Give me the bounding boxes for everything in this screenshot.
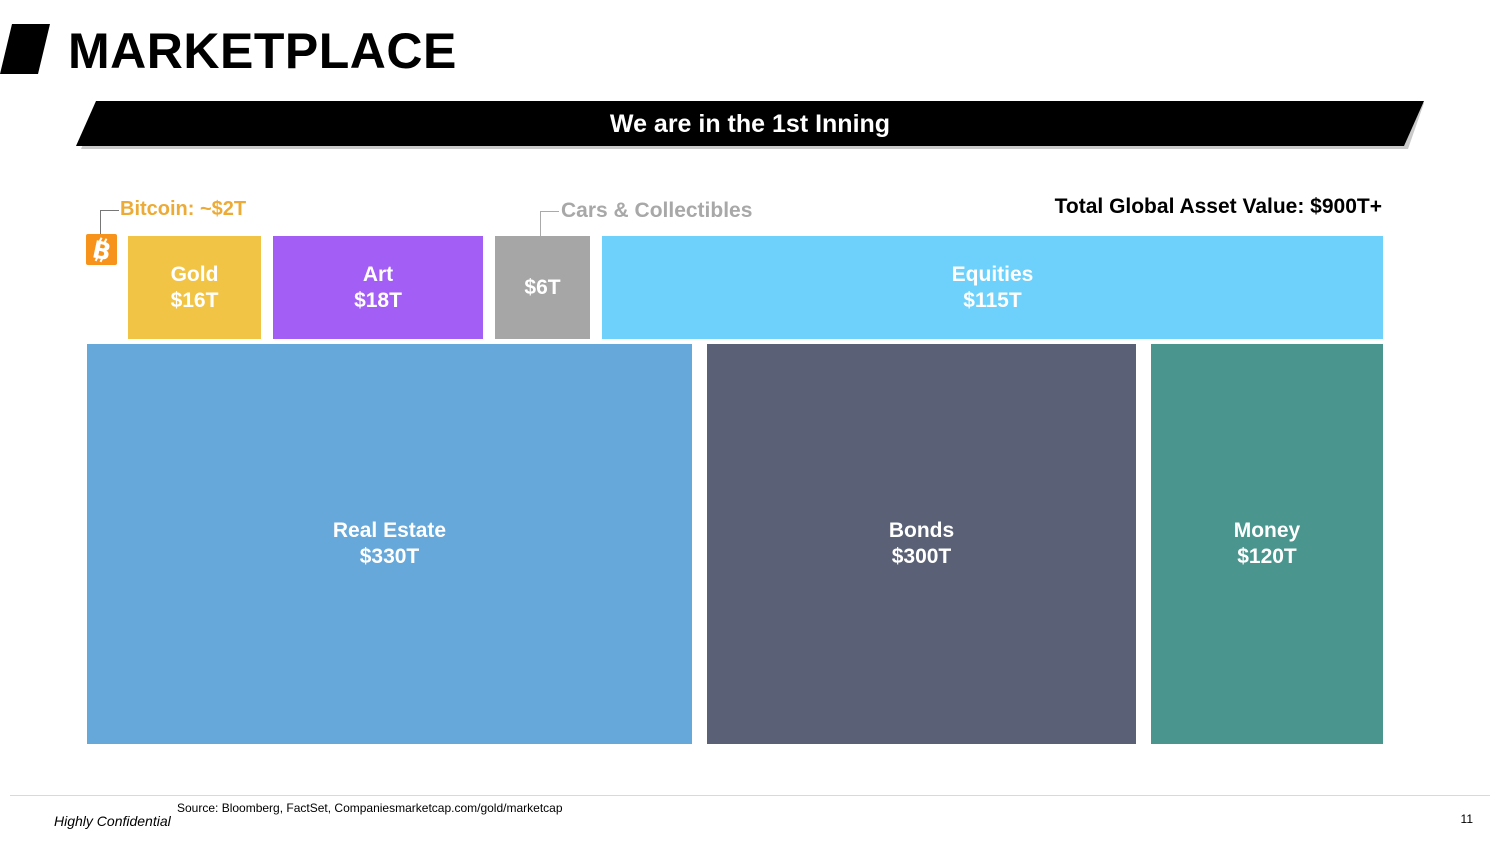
bitcoin-leader-line [100,210,119,235]
treemap-tile-equities: Equities $115T [602,236,1383,339]
banner-shape [76,101,1424,149]
confidential-label: Highly Confidential [54,813,171,829]
tile-value: $120T [1237,545,1297,568]
source-note: Source: Bloomberg, FactSet, Companiesmar… [177,801,563,815]
svg-text:B: B [90,237,114,263]
tile-value: $6T [524,275,561,299]
bitcoin-icon: B [86,234,117,265]
banner-text: We are in the 1st Inning [609,109,891,138]
cars-leader-line [540,211,559,236]
tile-value: $330T [359,545,420,568]
treemap-tile-art: Art $18T [273,236,483,339]
treemap-tile-money: Money $120T [1151,344,1383,744]
banner: We are in the 1st Inning [76,101,1424,149]
tile-label: Gold [170,262,219,286]
total-asset-value-label: Total Global Asset Value: $900T+ [1054,195,1382,218]
tile-label: Art [362,262,394,286]
tile-value: $16T [170,288,219,312]
footer-divider [10,795,1490,796]
title-accent-shape [0,24,50,74]
treemap-tile-bonds: Bonds $300T [707,344,1136,744]
treemap-tile-cars-collectibles: $6T [495,236,590,339]
tile-value: $115T [963,288,1022,312]
tile-label: Bonds [888,519,955,542]
tile-label: Real Estate [332,519,447,542]
tile-value: $18T [354,288,402,312]
tile-label: Equities [951,262,1034,286]
tile-label: Money [1233,519,1301,542]
page-number: 11 [1460,812,1473,826]
tile-value: $300T [891,545,952,568]
cars-callout: Cars & Collectibles [561,199,753,222]
bitcoin-callout: Bitcoin: ~$2T [120,198,247,220]
treemap-tile-gold: Gold $16T [128,236,261,339]
page-title: MARKETPLACE [68,23,457,79]
treemap-tile-real-estate: Real Estate $330T [87,344,692,744]
